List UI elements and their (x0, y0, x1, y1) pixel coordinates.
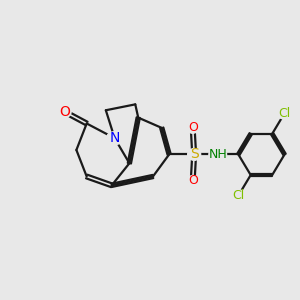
Ellipse shape (187, 176, 199, 186)
Text: Cl: Cl (278, 107, 291, 120)
Ellipse shape (58, 106, 71, 118)
Ellipse shape (188, 148, 201, 160)
Ellipse shape (187, 123, 199, 133)
Text: O: O (188, 122, 198, 134)
Text: NH: NH (208, 148, 227, 161)
Ellipse shape (209, 148, 226, 161)
Ellipse shape (106, 132, 123, 145)
Text: S: S (190, 147, 199, 161)
Ellipse shape (277, 107, 292, 119)
Ellipse shape (231, 190, 246, 202)
Text: Cl: Cl (232, 189, 244, 202)
Text: O: O (59, 105, 70, 119)
Text: O: O (188, 174, 198, 188)
Text: N: N (110, 131, 120, 145)
